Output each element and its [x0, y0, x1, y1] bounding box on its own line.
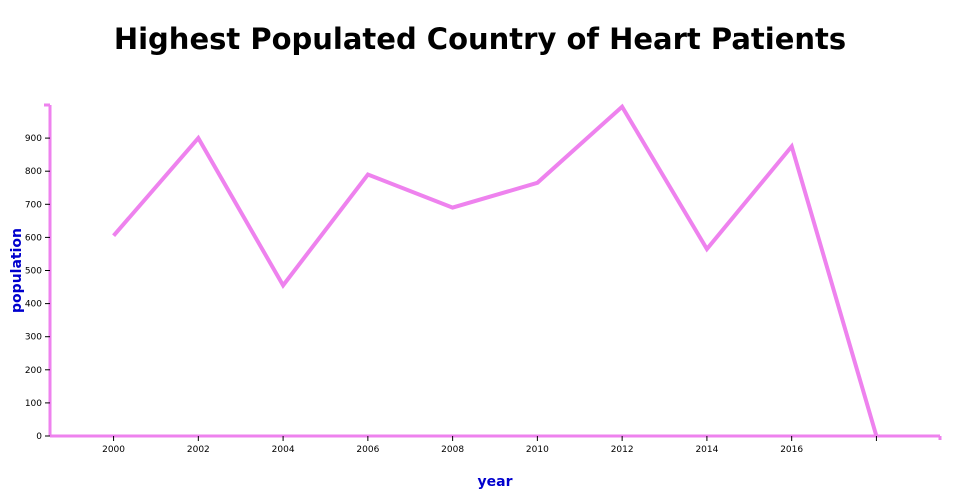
y-axis: 0 100 200 300 400 500 600 700 800 900: [25, 103, 52, 442]
y-tick-label: 400: [25, 300, 42, 310]
x-tick-label: 2014: [695, 445, 718, 455]
x-axis: 2000 2002 2004 2006 2008 2010 2012 2014 2016: [50, 434, 942, 455]
x-tick-label: 2010: [526, 445, 549, 455]
y-tick-label: 0: [36, 432, 42, 442]
x-tick-label: 2006: [356, 445, 379, 455]
y-tick-label: 300: [25, 333, 42, 343]
series-group: [112, 103, 879, 437]
x-tick-label: 2012: [611, 445, 634, 455]
x-tick-label: 2008: [441, 445, 464, 455]
y-tick-label: 700: [25, 200, 42, 210]
chart-title: Highest Populated Country of Heart Patie…: [113, 22, 847, 56]
series-line: [112, 103, 879, 437]
y-tick-label: 500: [25, 267, 42, 277]
y-tick-label: 900: [25, 134, 42, 144]
y-tick-label: 800: [25, 167, 42, 177]
x-tick-label: 2004: [272, 445, 295, 455]
y-tick-label: 100: [25, 399, 42, 409]
x-tick-label: 2000: [102, 445, 125, 455]
y-tick-label: 200: [25, 366, 42, 376]
x-tick-label: 2002: [187, 445, 210, 455]
x-axis-title: year: [478, 474, 513, 490]
y-tick-label: 600: [25, 233, 42, 243]
y-axis-title: population: [9, 228, 25, 313]
x-tick-label: 2016: [780, 445, 803, 455]
